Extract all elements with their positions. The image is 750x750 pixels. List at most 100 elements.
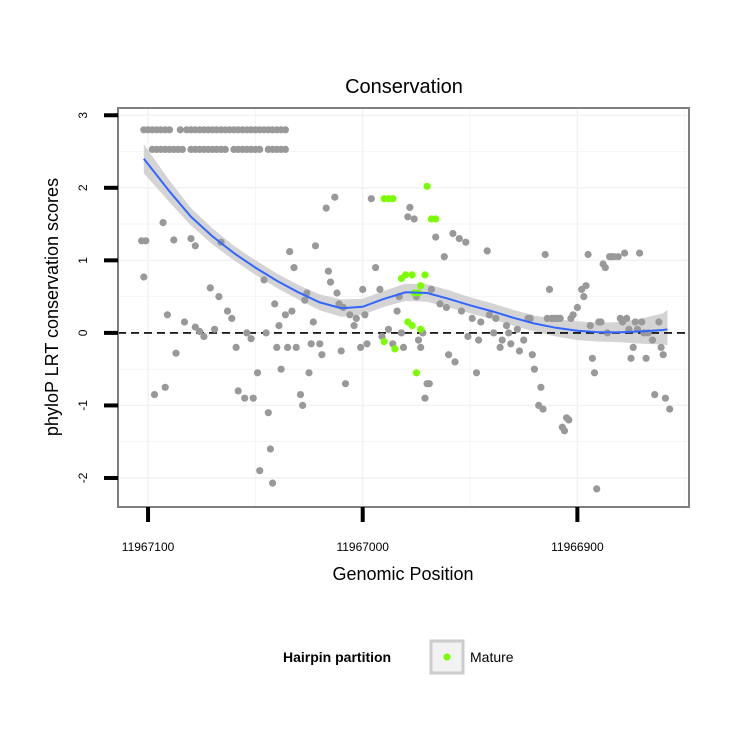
point-other-63 bbox=[140, 273, 148, 281]
point-mature-15 bbox=[417, 325, 425, 333]
point-other-66 bbox=[163, 311, 171, 319]
point-other-221 bbox=[623, 314, 631, 322]
y-tick-label-2: 0 bbox=[76, 329, 90, 336]
point-other-207 bbox=[590, 369, 599, 377]
point-mature-8 bbox=[421, 271, 429, 279]
point-other-206 bbox=[588, 354, 597, 362]
point-other-65 bbox=[159, 219, 167, 227]
point-other-70 bbox=[180, 318, 189, 326]
y-tick-label-4: 2 bbox=[76, 184, 90, 191]
point-mature-7 bbox=[417, 282, 425, 290]
point-other-97 bbox=[275, 322, 283, 330]
point-other-98 bbox=[277, 365, 285, 373]
chart-title: Conservation bbox=[345, 76, 463, 98]
point-other-91 bbox=[262, 329, 270, 337]
point-other-143 bbox=[410, 215, 418, 223]
point-other-86 bbox=[247, 335, 255, 343]
point-other-236 bbox=[659, 351, 667, 359]
point-other-166 bbox=[477, 318, 485, 326]
point-other-96 bbox=[273, 343, 281, 351]
point-other-84 bbox=[241, 394, 249, 402]
point-other-74 bbox=[196, 327, 204, 335]
point-other-171 bbox=[496, 343, 504, 351]
point-other-83 bbox=[234, 387, 242, 395]
point-other-7 bbox=[176, 126, 184, 134]
point-other-55 bbox=[256, 145, 264, 153]
point-other-178 bbox=[520, 336, 528, 344]
legend-label-mature: Mature bbox=[470, 649, 514, 665]
point-other-175 bbox=[507, 340, 515, 348]
point-other-195 bbox=[560, 427, 569, 435]
point-other-125 bbox=[350, 322, 358, 330]
point-other-230 bbox=[642, 354, 650, 362]
point-other-220 bbox=[621, 249, 629, 257]
confidence-band bbox=[143, 144, 668, 346]
point-other-48 bbox=[221, 145, 229, 153]
legend: Hairpin partition Mature bbox=[283, 639, 514, 675]
point-other-155 bbox=[442, 303, 450, 312]
point-other-232 bbox=[648, 336, 657, 344]
plot-panel bbox=[118, 108, 689, 507]
point-other-131 bbox=[367, 195, 375, 203]
point-other-39 bbox=[178, 145, 186, 153]
point-other-199 bbox=[569, 311, 577, 319]
y-tick-label-5: 3 bbox=[76, 112, 90, 119]
point-other-109 bbox=[305, 369, 313, 377]
point-other-228 bbox=[638, 318, 646, 326]
point-other-112 bbox=[311, 242, 320, 250]
point-other-165 bbox=[475, 336, 483, 344]
point-other-88 bbox=[253, 369, 262, 377]
x-axis-ticks: 11967100 11967000 11966900 bbox=[118, 506, 689, 554]
point-other-217 bbox=[614, 253, 622, 261]
point-other-158 bbox=[451, 358, 459, 366]
point-mature-11 bbox=[391, 345, 399, 353]
point-mature-4 bbox=[402, 271, 410, 279]
point-other-78 bbox=[215, 293, 223, 301]
point-other-82 bbox=[232, 343, 240, 351]
point-other-103 bbox=[290, 264, 298, 272]
legend-title: Hairpin partition bbox=[283, 649, 391, 665]
point-other-90 bbox=[260, 276, 268, 284]
point-mature-10 bbox=[380, 338, 388, 346]
point-other-146 bbox=[417, 343, 425, 351]
y-tick-label-0: -2 bbox=[76, 472, 90, 483]
point-other-181 bbox=[528, 351, 536, 359]
point-other-163 bbox=[468, 314, 476, 322]
point-other-81 bbox=[228, 314, 236, 322]
point-other-80 bbox=[223, 307, 232, 315]
point-other-107 bbox=[301, 296, 309, 304]
point-other-210 bbox=[597, 318, 605, 326]
point-mature-2 bbox=[389, 195, 397, 203]
point-other-77 bbox=[211, 325, 219, 333]
point-mature-16 bbox=[423, 182, 431, 190]
point-other-225 bbox=[631, 318, 639, 326]
point-other-85 bbox=[243, 329, 251, 337]
point-other-128 bbox=[359, 285, 367, 293]
point-other-133 bbox=[376, 285, 384, 293]
point-other-130 bbox=[363, 340, 371, 348]
point-other-233 bbox=[651, 391, 659, 399]
point-other-145 bbox=[414, 336, 423, 344]
point-other-148 bbox=[421, 394, 429, 402]
point-other-100 bbox=[284, 343, 292, 351]
point-other-197 bbox=[565, 416, 573, 424]
point-other-151 bbox=[427, 285, 435, 293]
point-other-137 bbox=[393, 307, 401, 315]
y-axis-title: phyloP LRT conservation scores bbox=[42, 178, 62, 436]
legend-key-mature bbox=[443, 653, 451, 661]
point-other-105 bbox=[296, 391, 305, 399]
x-tick-label-2: 11966900 bbox=[551, 540, 604, 554]
point-other-212 bbox=[601, 264, 609, 272]
point-other-154 bbox=[440, 253, 448, 261]
point-other-123 bbox=[341, 380, 350, 388]
point-other-126 bbox=[352, 314, 360, 322]
point-other-76 bbox=[206, 284, 214, 292]
y-tick-label-1: -1 bbox=[76, 400, 90, 411]
y-tick-label-3: 1 bbox=[76, 257, 90, 264]
point-other-111 bbox=[309, 318, 317, 326]
point-other-153 bbox=[436, 300, 444, 308]
point-other-115 bbox=[322, 204, 330, 212]
point-other-106 bbox=[299, 401, 307, 409]
point-other-129 bbox=[361, 311, 369, 319]
